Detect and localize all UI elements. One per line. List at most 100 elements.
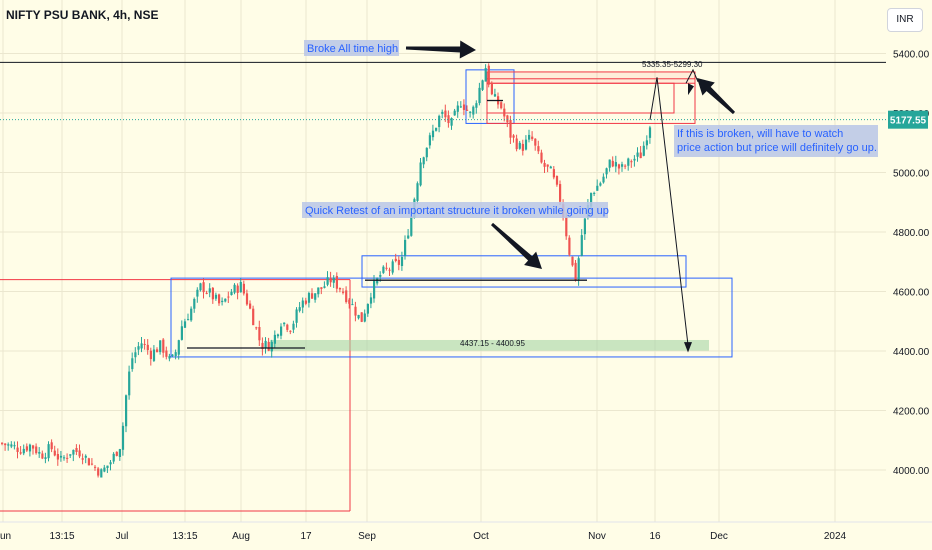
candle-body — [97, 468, 100, 476]
retest-arrow — [490, 222, 542, 269]
candle-body — [152, 349, 156, 361]
x-tick-label: 16 — [649, 531, 661, 542]
candle-body — [568, 237, 571, 255]
note-breakout-bg — [674, 125, 878, 157]
candle-body — [202, 282, 205, 293]
candle-body — [500, 102, 503, 109]
candle-body — [549, 166, 552, 169]
candle-body — [614, 162, 617, 167]
candle-body — [410, 216, 413, 236]
x-tick-label: Aug — [232, 531, 250, 542]
candle-body — [156, 349, 159, 353]
candle-body — [125, 395, 128, 427]
candle-body — [348, 299, 351, 304]
candle-body — [143, 343, 146, 345]
candle-body — [103, 467, 106, 472]
candle-body — [444, 110, 447, 118]
candle-body — [140, 343, 143, 349]
candle-body — [459, 106, 462, 108]
candle-body — [543, 162, 546, 167]
candle-body — [100, 469, 103, 478]
candle-body — [106, 465, 109, 469]
candle-body — [633, 158, 636, 161]
candle-body — [450, 118, 453, 126]
candle-body — [621, 164, 624, 167]
candle-body — [639, 152, 642, 159]
candle-body — [326, 277, 329, 285]
candle-body — [298, 307, 301, 311]
candle-body — [320, 287, 323, 289]
currency-button[interactable]: INR — [887, 8, 923, 32]
time-axis: Jun 13:15 Jul 13:15 Aug 17 Sep Oct Nov 16 Dec 2024 — [0, 521, 932, 550]
note-breakout: If this is broken, will have to watch pri… — [674, 125, 878, 157]
candle-body — [648, 127, 652, 138]
x-tick-label: Nov — [588, 531, 606, 542]
candle-body — [534, 138, 537, 146]
candle-body — [233, 284, 236, 293]
candle-body — [146, 344, 149, 351]
candle-body — [515, 138, 518, 150]
note-ath-text: Broke All time high — [307, 43, 398, 55]
candle-body — [230, 291, 233, 296]
candle-body — [165, 350, 168, 357]
supply-zone — [486, 71, 696, 84]
drawing-overlays: Broke All time high Quick Retest of an im… — [0, 40, 886, 353]
candle-body — [524, 139, 528, 150]
candle-body — [168, 356, 171, 359]
candle-body — [593, 192, 596, 194]
candle-body — [552, 169, 555, 178]
candle-body — [583, 218, 586, 235]
candle-body — [205, 292, 208, 294]
candle-body — [472, 106, 475, 115]
candle-body — [338, 288, 342, 290]
candle-body — [221, 300, 224, 303]
candle-body — [289, 330, 292, 332]
x-tick-label: Jul — [116, 531, 129, 542]
candle-body — [617, 164, 621, 169]
ath-arrow — [405, 40, 476, 59]
candle-body — [311, 293, 314, 299]
candle-body — [400, 257, 404, 266]
candle-body — [193, 298, 196, 309]
candle-body — [283, 322, 286, 325]
inner-red-box — [486, 82, 675, 114]
candle-body — [159, 340, 162, 353]
candle-body — [174, 352, 177, 356]
candle-body — [342, 291, 345, 293]
candle-body — [19, 452, 22, 454]
y-tick-label: 4600.00 — [893, 288, 930, 299]
candle-body — [462, 104, 466, 110]
candle-body — [13, 445, 16, 447]
y-tick-label: 4200.00 — [893, 407, 930, 418]
candle-body — [441, 111, 444, 114]
candle-body — [183, 321, 187, 328]
candle-body — [577, 258, 580, 280]
candle-body — [431, 130, 435, 138]
candle-body — [53, 450, 56, 456]
candle-body — [608, 159, 611, 168]
candle-body — [94, 466, 97, 468]
candle-body — [28, 444, 32, 452]
candle-body — [261, 342, 264, 350]
note-retest-bg — [302, 202, 608, 218]
candle-body — [487, 65, 490, 85]
candle-body — [214, 294, 218, 299]
last-price-tag — [888, 110, 928, 129]
y-tick-label: 5400.00 — [893, 50, 930, 61]
candle-body — [239, 281, 242, 293]
candle-body — [559, 184, 562, 202]
candle-body — [469, 111, 472, 113]
candle-body — [540, 152, 543, 163]
candle-body — [481, 80, 484, 90]
candle-body — [599, 183, 602, 186]
candle-body — [624, 165, 627, 167]
projection-path — [649, 77, 689, 346]
x-tick-label: 13:15 — [49, 531, 74, 542]
candle-body — [580, 235, 583, 256]
candle-body — [264, 340, 267, 348]
candle-body — [121, 425, 125, 450]
candle-body — [69, 454, 72, 456]
candle-body — [218, 294, 221, 304]
candle-body — [391, 261, 394, 273]
